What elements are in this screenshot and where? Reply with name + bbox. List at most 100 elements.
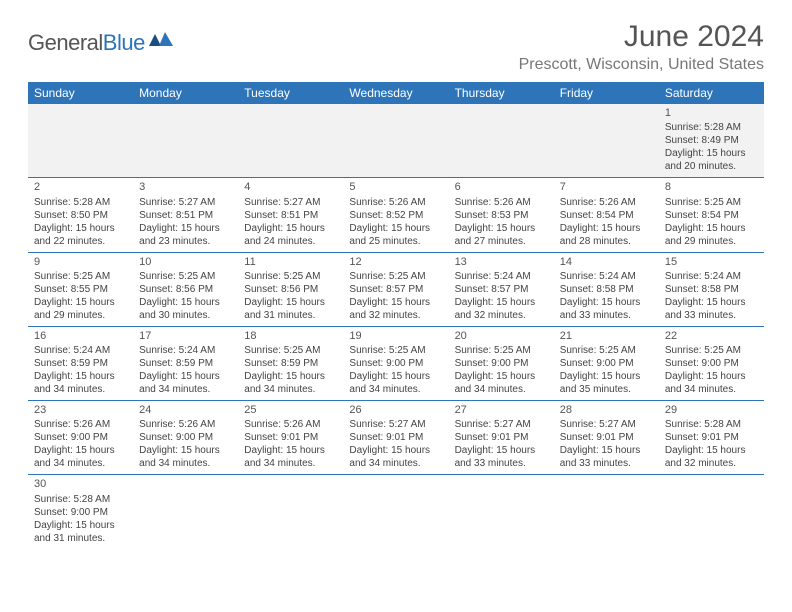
- sunset-text: Sunset: 9:00 PM: [139, 431, 232, 444]
- daylight-text: Daylight: 15 hours and 33 minutes.: [665, 296, 758, 322]
- daylight-text: Daylight: 15 hours and 32 minutes.: [349, 296, 442, 322]
- daylight-text: Daylight: 15 hours and 34 minutes.: [139, 370, 232, 396]
- day-number: 17: [139, 329, 232, 343]
- calendar-day-cell: 8Sunrise: 5:25 AMSunset: 8:54 PMDaylight…: [659, 178, 764, 252]
- sunrise-text: Sunrise: 5:25 AM: [244, 344, 337, 357]
- day-number: 30: [34, 477, 127, 491]
- daylight-text: Daylight: 15 hours and 34 minutes.: [455, 370, 548, 396]
- daylight-text: Daylight: 15 hours and 31 minutes.: [34, 519, 127, 545]
- sunrise-text: Sunrise: 5:28 AM: [665, 418, 758, 431]
- sunset-text: Sunset: 8:54 PM: [665, 209, 758, 222]
- sunrise-text: Sunrise: 5:24 AM: [455, 270, 548, 283]
- calendar-empty-cell: [449, 104, 554, 178]
- sunset-text: Sunset: 9:01 PM: [560, 431, 653, 444]
- day-number: 4: [244, 180, 337, 194]
- daylight-text: Daylight: 15 hours and 33 minutes.: [455, 444, 548, 470]
- sunrise-text: Sunrise: 5:26 AM: [560, 196, 653, 209]
- day-number: 10: [139, 255, 232, 269]
- sunrise-text: Sunrise: 5:27 AM: [244, 196, 337, 209]
- daylight-text: Daylight: 15 hours and 34 minutes.: [34, 370, 127, 396]
- day-number: 11: [244, 255, 337, 269]
- day-number: 9: [34, 255, 127, 269]
- day-number: 2: [34, 180, 127, 194]
- sunset-text: Sunset: 9:00 PM: [665, 357, 758, 370]
- calendar-day-cell: 4Sunrise: 5:27 AMSunset: 8:51 PMDaylight…: [238, 178, 343, 252]
- calendar-week-row: 2Sunrise: 5:28 AMSunset: 8:50 PMDaylight…: [28, 178, 764, 252]
- daylight-text: Daylight: 15 hours and 33 minutes.: [560, 444, 653, 470]
- calendar-day-cell: 19Sunrise: 5:25 AMSunset: 9:00 PMDayligh…: [343, 326, 448, 400]
- header: GeneralBlue June 2024 Prescott, Wisconsi…: [28, 20, 764, 74]
- daylight-text: Daylight: 15 hours and 35 minutes.: [560, 370, 653, 396]
- sunrise-text: Sunrise: 5:27 AM: [560, 418, 653, 431]
- weekday-header: Friday: [554, 82, 659, 104]
- calendar-day-cell: 5 Sunrise: 5:26 AMSunset: 8:52 PMDaylight…: [343, 178, 448, 252]
- weekday-header: Monday: [133, 82, 238, 104]
- weekday-header: Tuesday: [238, 82, 343, 104]
- day-number: 6: [455, 180, 548, 194]
- weekday-header: Sunday: [28, 82, 133, 104]
- calendar-day-cell: 13Sunrise: 5:24 AMSunset: 8:57 PMDayligh…: [449, 252, 554, 326]
- calendar-empty-cell: [133, 475, 238, 549]
- sunrise-text: Sunrise: 5:26 AM: [34, 418, 127, 431]
- calendar-week-row: 1Sunrise: 5:28 AMSunset: 8:49 PMDaylight…: [28, 104, 764, 178]
- logo-part2: Blue: [103, 30, 145, 55]
- location-label: Prescott, Wisconsin, United States: [519, 56, 764, 74]
- day-number: 14: [560, 255, 653, 269]
- calendar-week-row: 30Sunrise: 5:28 AMSunset: 9:00 PMDayligh…: [28, 475, 764, 549]
- logo-part1: General: [28, 30, 103, 55]
- calendar-day-cell: 1Sunrise: 5:28 AMSunset: 8:49 PMDaylight…: [659, 104, 764, 178]
- sunrise-text: Sunrise: 5:25 AM: [34, 270, 127, 283]
- daylight-text: Daylight: 15 hours and 34 minutes.: [349, 370, 442, 396]
- calendar-day-cell: 22Sunrise: 5:25 AMSunset: 9:00 PMDayligh…: [659, 326, 764, 400]
- sunset-text: Sunset: 8:59 PM: [244, 357, 337, 370]
- calendar-day-cell: 30Sunrise: 5:28 AMSunset: 9:00 PMDayligh…: [28, 475, 133, 549]
- daylight-text: Daylight: 15 hours and 22 minutes.: [34, 222, 127, 248]
- calendar-day-cell: 28Sunrise: 5:27 AMSunset: 9:01 PMDayligh…: [554, 401, 659, 475]
- day-number: 22: [665, 329, 758, 343]
- sunset-text: Sunset: 9:00 PM: [349, 357, 442, 370]
- calendar-day-cell: 26Sunrise: 5:27 AMSunset: 9:01 PMDayligh…: [343, 401, 448, 475]
- calendar-week-row: 9Sunrise: 5:25 AMSunset: 8:55 PMDaylight…: [28, 252, 764, 326]
- title-block: June 2024 Prescott, Wisconsin, United St…: [519, 20, 764, 74]
- sunrise-text: Sunrise: 5:26 AM: [349, 196, 442, 209]
- sunset-text: Sunset: 9:01 PM: [665, 431, 758, 444]
- sunrise-text: Sunrise: 5:25 AM: [349, 270, 442, 283]
- sunset-text: Sunset: 8:53 PM: [455, 209, 548, 222]
- sunset-text: Sunset: 8:56 PM: [139, 283, 232, 296]
- logo-text: GeneralBlue: [28, 30, 145, 56]
- daylight-text: Daylight: 15 hours and 34 minutes.: [244, 444, 337, 470]
- day-number: 29: [665, 403, 758, 417]
- sunrise-text: Sunrise: 5:26 AM: [139, 418, 232, 431]
- day-number: 1: [665, 106, 758, 120]
- calendar-day-cell: 25Sunrise: 5:26 AMSunset: 9:01 PMDayligh…: [238, 401, 343, 475]
- daylight-text: Daylight: 15 hours and 24 minutes.: [244, 222, 337, 248]
- sunrise-text: Sunrise: 5:28 AM: [665, 121, 758, 134]
- daylight-text: Daylight: 15 hours and 23 minutes.: [139, 222, 232, 248]
- calendar-empty-cell: [28, 104, 133, 178]
- calendar-day-cell: 24Sunrise: 5:26 AMSunset: 9:00 PMDayligh…: [133, 401, 238, 475]
- day-number: 25: [244, 403, 337, 417]
- calendar-day-cell: 11Sunrise: 5:25 AMSunset: 8:56 PMDayligh…: [238, 252, 343, 326]
- calendar-day-cell: 7Sunrise: 5:26 AMSunset: 8:54 PMDaylight…: [554, 178, 659, 252]
- sunrise-text: Sunrise: 5:26 AM: [244, 418, 337, 431]
- daylight-text: Daylight: 15 hours and 34 minutes.: [349, 444, 442, 470]
- sunrise-text: Sunrise: 5:24 AM: [139, 344, 232, 357]
- sunrise-text: Sunrise: 5:24 AM: [560, 270, 653, 283]
- sunset-text: Sunset: 9:00 PM: [34, 506, 127, 519]
- sunrise-text: Sunrise: 5:25 AM: [349, 344, 442, 357]
- day-number: 5: [349, 180, 442, 194]
- day-number: 21: [560, 329, 653, 343]
- daylight-text: Daylight: 15 hours and 25 minutes.: [349, 222, 442, 248]
- day-number: 13: [455, 255, 548, 269]
- daylight-text: Daylight: 15 hours and 31 minutes.: [244, 296, 337, 322]
- calendar-day-cell: 20Sunrise: 5:25 AMSunset: 9:00 PMDayligh…: [449, 326, 554, 400]
- sunset-text: Sunset: 8:52 PM: [349, 209, 442, 222]
- sunrise-text: Sunrise: 5:28 AM: [34, 196, 127, 209]
- day-number: 3: [139, 180, 232, 194]
- weekday-header: Saturday: [659, 82, 764, 104]
- calendar-day-cell: 16Sunrise: 5:24 AMSunset: 8:59 PMDayligh…: [28, 326, 133, 400]
- sunrise-text: Sunrise: 5:27 AM: [139, 196, 232, 209]
- calendar-day-cell: 17Sunrise: 5:24 AMSunset: 8:59 PMDayligh…: [133, 326, 238, 400]
- sunrise-text: Sunrise: 5:25 AM: [665, 196, 758, 209]
- sunrise-text: Sunrise: 5:27 AM: [455, 418, 548, 431]
